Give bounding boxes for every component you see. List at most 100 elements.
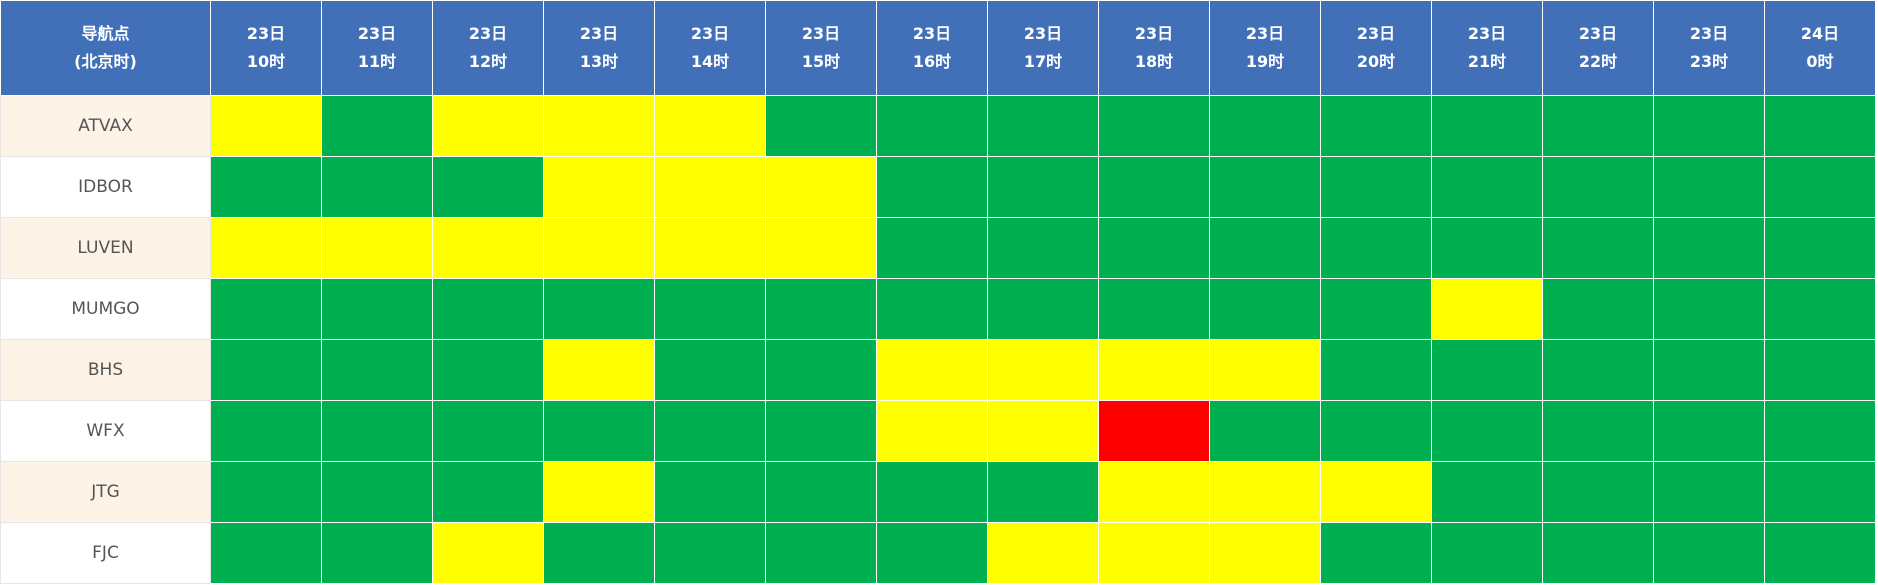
status-cell xyxy=(1764,156,1876,218)
status-cell xyxy=(1764,400,1876,462)
waypoint-name: BHS xyxy=(0,339,211,401)
header-line: 10时 xyxy=(246,52,286,71)
header-line: 23日 xyxy=(1689,24,1729,43)
header-line: 24日 xyxy=(1800,24,1840,43)
waypoint-name: LUVEN xyxy=(0,217,211,279)
waypoint-name: WFX xyxy=(0,400,211,462)
status-cell xyxy=(987,278,1099,340)
header-line: 13时 xyxy=(579,52,619,71)
header-line: 23日 xyxy=(1356,24,1396,43)
status-cell xyxy=(210,339,322,401)
status-cell xyxy=(1542,95,1654,157)
time-header: 23日 19时 xyxy=(1209,0,1321,96)
header-line: 23日 xyxy=(1578,24,1618,43)
waypoint-row: MUMGO xyxy=(0,278,1876,340)
status-cell xyxy=(1653,400,1765,462)
status-cell xyxy=(1320,339,1432,401)
status-cell xyxy=(1209,217,1321,279)
status-cell xyxy=(321,278,433,340)
status-cell xyxy=(432,156,544,218)
status-cell xyxy=(1209,95,1321,157)
status-cell xyxy=(1098,95,1210,157)
status-cell xyxy=(987,156,1099,218)
status-cell xyxy=(1764,278,1876,340)
status-cell xyxy=(765,217,877,279)
status-cell xyxy=(1542,278,1654,340)
status-cell xyxy=(210,156,322,218)
time-header: 23日 17时 xyxy=(987,0,1099,96)
header-line: 23日 xyxy=(468,24,508,43)
header-row: 导航点 (北京时) 23日 10时 23日 11时 23日 12时 23日 13时 23日 14时 2… xyxy=(0,0,1876,96)
status-cell xyxy=(654,400,766,462)
status-cell xyxy=(1542,400,1654,462)
header-line: 23日 xyxy=(1245,24,1285,43)
header-line: 21时 xyxy=(1467,52,1507,71)
header-line: 22时 xyxy=(1578,52,1618,71)
status-cell xyxy=(1542,217,1654,279)
status-cell xyxy=(432,217,544,279)
time-header: 23日 20时 xyxy=(1320,0,1432,96)
time-header: 23日 23时 xyxy=(1653,0,1765,96)
status-cell xyxy=(1431,156,1543,218)
status-cell xyxy=(654,461,766,523)
status-cell xyxy=(654,278,766,340)
status-cell xyxy=(321,339,433,401)
time-header: 24日 0时 xyxy=(1764,0,1876,96)
status-cell xyxy=(1098,400,1210,462)
status-cell xyxy=(876,278,988,340)
status-cell xyxy=(876,339,988,401)
status-cell xyxy=(321,461,433,523)
status-cell xyxy=(321,522,433,584)
status-cell xyxy=(876,461,988,523)
status-cell xyxy=(765,339,877,401)
status-cell xyxy=(1209,522,1321,584)
status-cell xyxy=(1764,95,1876,157)
waypoint-name: ATVAX xyxy=(0,95,211,157)
status-cell xyxy=(987,522,1099,584)
status-cell xyxy=(1764,522,1876,584)
waypoint-row: FJC xyxy=(0,522,1876,584)
status-cell xyxy=(432,278,544,340)
time-header: 23日 16时 xyxy=(876,0,988,96)
status-cell xyxy=(1320,522,1432,584)
status-cell xyxy=(321,217,433,279)
status-cell xyxy=(1098,339,1210,401)
status-cell xyxy=(543,522,655,584)
header-line: 18时 xyxy=(1134,52,1174,71)
waypoint-name: IDBOR xyxy=(0,156,211,218)
status-cell xyxy=(1320,461,1432,523)
header-line: 19时 xyxy=(1245,52,1285,71)
header-line: 14时 xyxy=(690,52,730,71)
time-header: 23日 10时 xyxy=(210,0,322,96)
status-cell xyxy=(1431,461,1543,523)
status-cell xyxy=(1209,156,1321,218)
status-cell xyxy=(1653,522,1765,584)
status-cell xyxy=(876,156,988,218)
status-cell xyxy=(543,400,655,462)
status-cell xyxy=(432,400,544,462)
status-cell xyxy=(1320,156,1432,218)
status-cell xyxy=(1764,217,1876,279)
waypoint-row: LUVEN xyxy=(0,217,1876,279)
waypoint-name: FJC xyxy=(0,522,211,584)
waypoint-row: JTG xyxy=(0,461,1876,523)
status-cell xyxy=(654,156,766,218)
status-cell xyxy=(876,217,988,279)
status-cell xyxy=(654,217,766,279)
time-header: 23日 12时 xyxy=(432,0,544,96)
status-cell xyxy=(876,95,988,157)
time-header: 23日 21时 xyxy=(1431,0,1543,96)
header-line: 23日 xyxy=(912,24,952,43)
status-cell xyxy=(432,95,544,157)
status-cell xyxy=(543,95,655,157)
status-cell xyxy=(1431,400,1543,462)
header-line: 12时 xyxy=(468,52,508,71)
status-cell xyxy=(876,400,988,462)
status-cell xyxy=(876,522,988,584)
status-cell xyxy=(210,461,322,523)
header-line: 16时 xyxy=(912,52,952,71)
status-cell xyxy=(321,95,433,157)
time-header: 23日 11时 xyxy=(321,0,433,96)
status-cell xyxy=(987,95,1099,157)
